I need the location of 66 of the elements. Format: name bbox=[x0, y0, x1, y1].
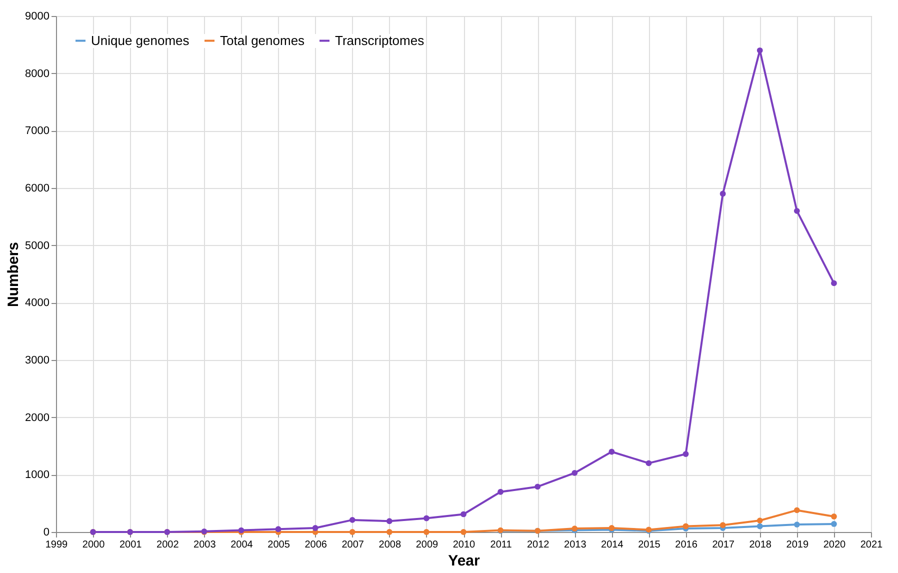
x-tick-label: 2000 bbox=[82, 540, 106, 550]
point bbox=[682, 523, 689, 530]
point bbox=[349, 529, 356, 535]
point bbox=[275, 526, 282, 532]
x-tick-label: 2015 bbox=[638, 540, 661, 550]
y-tick-label: 8000 bbox=[25, 68, 50, 80]
point bbox=[794, 507, 800, 514]
x-tick-label: 2013 bbox=[564, 540, 587, 550]
point bbox=[572, 470, 578, 476]
x-tick-label: 2007 bbox=[342, 540, 364, 550]
point bbox=[756, 47, 763, 54]
point bbox=[460, 511, 466, 518]
point bbox=[386, 518, 392, 524]
x-tick-label: 2003 bbox=[194, 540, 216, 550]
point bbox=[830, 521, 837, 527]
x-tick-label: 2019 bbox=[786, 540, 809, 550]
point bbox=[646, 460, 652, 466]
x-tick-label: 2004 bbox=[230, 540, 254, 550]
x-tick-label: 2020 bbox=[823, 540, 846, 550]
y-tick-label: 9000 bbox=[25, 10, 50, 22]
x-tick-label: 2014 bbox=[601, 540, 624, 550]
y-tick-label: 1000 bbox=[25, 469, 50, 482]
x-tick-label: 2010 bbox=[452, 540, 476, 550]
point bbox=[720, 522, 726, 528]
x-tick-label: 2021 bbox=[860, 540, 884, 550]
legend-label: Unique genomes bbox=[91, 32, 190, 48]
point bbox=[534, 484, 541, 490]
x-tick-label: 2002 bbox=[156, 540, 180, 550]
point bbox=[312, 525, 318, 531]
x-tick-label: 2009 bbox=[416, 540, 439, 550]
x-tick-label: 2006 bbox=[304, 540, 328, 550]
y-tick-label: 4000 bbox=[25, 297, 50, 310]
y-tick-label: 7000 bbox=[25, 125, 50, 138]
point bbox=[794, 208, 800, 214]
legend-label: Total genomes bbox=[220, 32, 306, 48]
point bbox=[423, 529, 430, 535]
point bbox=[682, 451, 689, 457]
y-tick-label: 3000 bbox=[25, 354, 50, 366]
y-tick-label: 2000 bbox=[25, 412, 50, 424]
legend-label: Transcriptomes bbox=[335, 32, 425, 48]
point bbox=[756, 523, 763, 530]
x-tick-label: 2018 bbox=[749, 540, 772, 550]
point bbox=[349, 517, 356, 523]
x-tick-label: 2005 bbox=[268, 540, 290, 550]
y-axis-title: Numbers bbox=[5, 242, 22, 308]
x-tick-label: 2011 bbox=[490, 540, 512, 550]
point bbox=[794, 522, 800, 528]
y-tick-label: 6000 bbox=[25, 182, 50, 194]
point bbox=[830, 514, 837, 520]
point bbox=[720, 190, 726, 197]
x-tick-label: 2008 bbox=[378, 540, 402, 550]
x-axis-title: Year bbox=[448, 552, 480, 570]
point bbox=[460, 529, 466, 535]
x-tick-label: 1999 bbox=[45, 540, 68, 550]
x-tick-label: 2017 bbox=[712, 540, 735, 550]
x-tick-label: 2001 bbox=[119, 540, 142, 550]
y-tick-label: 0 bbox=[43, 526, 50, 538]
point bbox=[756, 518, 763, 524]
point bbox=[608, 448, 615, 455]
point bbox=[386, 529, 392, 535]
y-tick-label: 5000 bbox=[25, 240, 50, 252]
point bbox=[423, 515, 430, 522]
x-tick-label: 2012 bbox=[526, 540, 550, 550]
point bbox=[498, 488, 504, 495]
x-tick-label: 2016 bbox=[675, 540, 698, 550]
point bbox=[830, 280, 837, 286]
